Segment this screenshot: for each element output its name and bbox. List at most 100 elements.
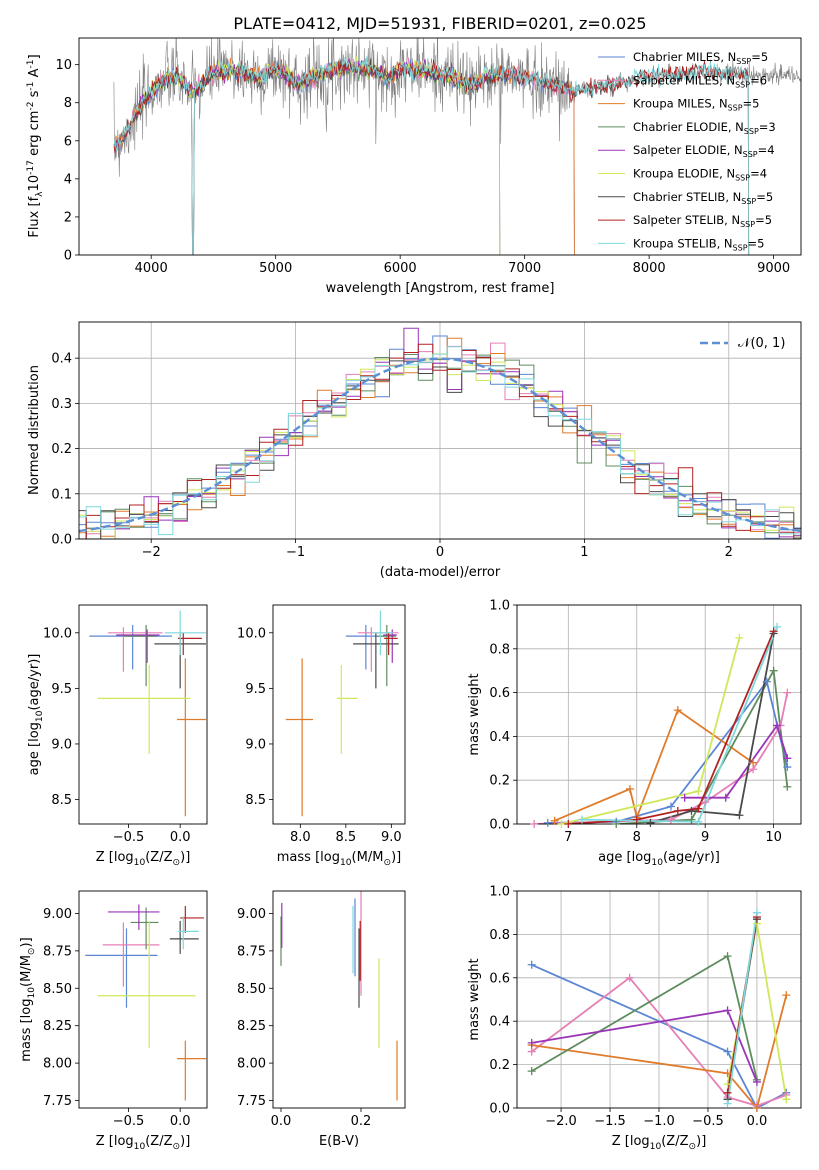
spectrum-model-line [113, 56, 750, 255]
weight-vs-age-marker [612, 820, 621, 828]
spectrum-plot-area [113, 38, 801, 255]
residuals-hist-step [79, 354, 801, 539]
weight-vs-age-marker [783, 688, 792, 697]
weight-vs-age-ytick-label: 0.6 [489, 686, 510, 701]
weight-vs-Z-ytick-label: 0.0 [489, 1102, 510, 1117]
weight-vs-age-marker [666, 802, 675, 811]
age-vs-mass-panel: 8.0 8.5 9.0 8.5 9.0 9.5 10.0 mass [log10​(M/M⊙​… [237, 604, 406, 868]
mass-vs-ebv-xtick-label: 0.2 [351, 1114, 372, 1129]
age-vs-mass-ytick-label: 9.0 [245, 737, 266, 752]
mass-vs-ebv-frame [272, 890, 406, 1109]
residuals-xtick-label: 2 [725, 545, 733, 560]
weight-vs-Z-ytick-label: 0.8 [489, 928, 510, 943]
mass-vs-ebv-ytick-label: 8.00 [237, 1057, 266, 1072]
residuals-xlabel: (data-model)/error [380, 565, 501, 580]
weight-vs-age-marker [701, 798, 710, 807]
weight-vs-age-marker [578, 815, 587, 824]
weight-vs-Z-xtick-label: −2.0 [545, 1114, 577, 1129]
weight-vs-Z-xtick-label: −1.5 [594, 1114, 626, 1129]
age-vs-Z-errorbar-point [89, 625, 172, 670]
mass-vs-Z-xtick-label: 0.0 [170, 1114, 191, 1129]
weight-vs-Z-marker [752, 1104, 761, 1112]
spectrum-ytick-label: 10 [55, 58, 72, 73]
mass-vs-Z-errorbar-point [102, 922, 160, 987]
age-vs-Z-panel: −0.5 0.0 8.5 9.0 9.5 10.0 Z [log10​(Z/Z⊙​)] age… [27, 604, 208, 868]
residuals-ytick-label: 0.0 [51, 533, 72, 548]
weight-vs-age-marker [673, 706, 682, 715]
weight-vs-Z-marker [723, 1069, 732, 1078]
weight-vs-age-xtick-label: 9 [701, 830, 709, 845]
spectrum-ytick-label: 2 [64, 210, 72, 225]
weight-vs-age-marker [673, 806, 682, 815]
residuals-ytick-label: 0.1 [51, 487, 72, 502]
spectrum-xtick-label: 5000 [259, 261, 292, 276]
weight-vs-age-marker [762, 677, 771, 686]
weight-vs-age-marker [694, 817, 703, 826]
weight-vs-age-marker [721, 793, 730, 802]
spectrum-ylabel: Flux [fλ​10-17​ erg cm-2​ s-1​ A-1​] [26, 54, 45, 237]
age-vs-Z-errorbar-point [177, 658, 206, 817]
residuals-ytick-label: 0.3 [51, 397, 72, 412]
age-vs-mass-errorbar-point [371, 610, 395, 656]
age-vs-mass-plot-area [285, 610, 399, 817]
legend-entry: Chabrier MILES, NSSP=5 [633, 50, 768, 66]
mass-vs-Z-plot-area [85, 904, 206, 1101]
weight-vs-age-ylabel: mass weight [467, 673, 482, 755]
weight-vs-Z-ytick-label: 0.4 [489, 1015, 510, 1030]
residuals-panel: −2 −1 0 1 2 0.0 0.1 0.2 0.3 0.4 (data-model)/error… [27, 321, 802, 580]
mass-vs-ebv-panel: 0.0 0.2 7.75 8.00 8.25 8.50 8.75 9.00 E(B-V) [237, 890, 406, 1149]
weight-vs-age-marker [646, 818, 655, 827]
weight-vs-Z-marker [527, 1038, 536, 1047]
mass-vs-Z-ylabel: mass [log10​(M/M⊙​)] [19, 937, 37, 1061]
age-vs-mass-xlabel: mass [log10​(M/M⊙​)] [277, 850, 401, 868]
mass-vs-Z-ytick-label: 9.00 [43, 907, 72, 922]
weight-vs-age-marker [564, 820, 573, 828]
weight-vs-Z-xtick-label: −0.5 [692, 1114, 724, 1129]
age-vs-Z-ytick-label: 9.0 [51, 737, 72, 752]
mass-vs-Z-ytick-label: 8.00 [43, 1057, 72, 1072]
legend-entry: Kroupa ELODIE, NSSP=4 [633, 167, 767, 183]
age-vs-mass-ytick-label: 10.0 [237, 626, 266, 641]
mass-vs-ebv-xlabel: E(B-V) [319, 1134, 359, 1149]
spectrum-ytick-label: 4 [64, 172, 72, 187]
age-vs-Z-errorbar-point [178, 632, 202, 656]
weight-vs-age-marker [557, 820, 566, 828]
weight-vs-Z-ytick-label: 0.2 [489, 1058, 510, 1073]
weight-vs-age-ytick-label: 1.0 [489, 599, 510, 614]
mass-vs-ebv-plot-area [280, 891, 398, 1101]
weight-vs-age-series-line [581, 626, 778, 823]
weight-vs-Z-marker [723, 1006, 732, 1015]
weight-vs-age-plot-area [534, 626, 789, 824]
legend-entry: Salpeter ELODIE, NSSP=4 [633, 143, 775, 159]
mass-vs-Z-frame [78, 890, 208, 1109]
weight-vs-age-xlabel: age [log10​(age/yr)] [598, 850, 720, 868]
age-vs-Z-xtick-label: 0.0 [170, 830, 191, 845]
age-vs-Z-xtick-label: −0.5 [113, 830, 145, 845]
weight-vs-Z-marker [782, 991, 791, 1000]
weight-vs-age-marker [769, 666, 778, 675]
age-vs-mass-errorbar-point [285, 658, 314, 817]
weight-vs-age-marker [687, 806, 696, 815]
spectrum-xtick-label: 7000 [508, 261, 541, 276]
mass-vs-Z-errorbar-point [97, 920, 196, 1049]
weight-vs-Z-marker [752, 908, 761, 917]
residuals-xtick-label: −1 [286, 545, 305, 560]
weight-vs-Z-series-line [531, 994, 788, 1108]
weight-vs-age-marker [783, 763, 792, 772]
mass-vs-Z-xtick-label: −0.5 [113, 1114, 145, 1129]
mass-vs-Z-ytick-label: 7.75 [43, 1094, 72, 1109]
age-vs-Z-errorbar-point [107, 627, 163, 672]
weight-vs-age-marker [625, 784, 634, 793]
weight-vs-age-series-line [684, 723, 789, 799]
age-vs-Z-plot-area [89, 610, 206, 817]
mass-vs-Z-errorbar-point [178, 916, 199, 950]
age-vs-Z-errorbar-point [123, 625, 157, 687]
weight-vs-Z-series-line [726, 912, 758, 1104]
legend-entry: Kroupa MILES, NSSP=5 [633, 97, 759, 113]
mass-vs-ebv-ytick-label: 8.75 [237, 944, 266, 959]
weight-vs-age-ytick-label: 0.2 [489, 774, 510, 789]
weight-vs-age-marker [783, 782, 792, 791]
weight-vs-age-marker [543, 818, 552, 827]
residuals-xtick-label: 0 [436, 545, 444, 560]
